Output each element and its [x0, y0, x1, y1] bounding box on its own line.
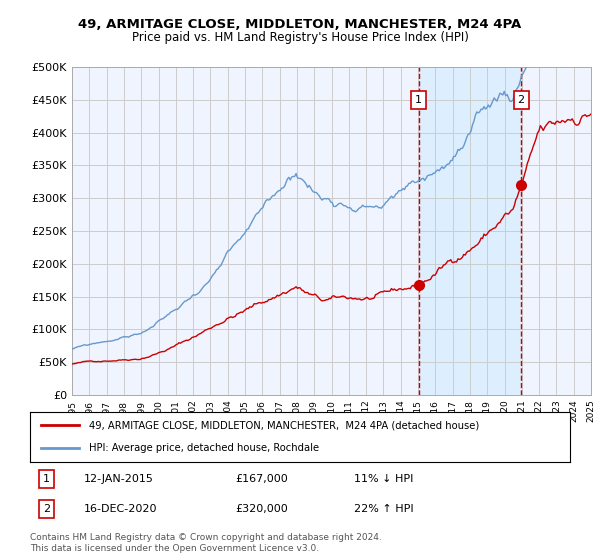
Text: 2: 2: [43, 504, 50, 514]
Text: 49, ARMITAGE CLOSE, MIDDLETON, MANCHESTER,  M24 4PA (detached house): 49, ARMITAGE CLOSE, MIDDLETON, MANCHESTE…: [89, 420, 479, 430]
Text: 11% ↓ HPI: 11% ↓ HPI: [354, 474, 413, 484]
Text: HPI: Average price, detached house, Rochdale: HPI: Average price, detached house, Roch…: [89, 444, 320, 454]
Text: 49, ARMITAGE CLOSE, MIDDLETON, MANCHESTER, M24 4PA: 49, ARMITAGE CLOSE, MIDDLETON, MANCHESTE…: [79, 18, 521, 31]
Text: £167,000: £167,000: [235, 474, 288, 484]
Text: 1: 1: [43, 474, 50, 484]
Text: 1: 1: [415, 95, 422, 105]
Text: Price paid vs. HM Land Registry's House Price Index (HPI): Price paid vs. HM Land Registry's House …: [131, 31, 469, 44]
Text: 12-JAN-2015: 12-JAN-2015: [84, 474, 154, 484]
Text: 16-DEC-2020: 16-DEC-2020: [84, 504, 157, 514]
Text: 22% ↑ HPI: 22% ↑ HPI: [354, 504, 413, 514]
Text: Contains HM Land Registry data © Crown copyright and database right 2024.
This d: Contains HM Land Registry data © Crown c…: [30, 533, 382, 553]
Text: 2: 2: [518, 95, 524, 105]
Bar: [419, 67, 521, 395]
Text: £320,000: £320,000: [235, 504, 288, 514]
